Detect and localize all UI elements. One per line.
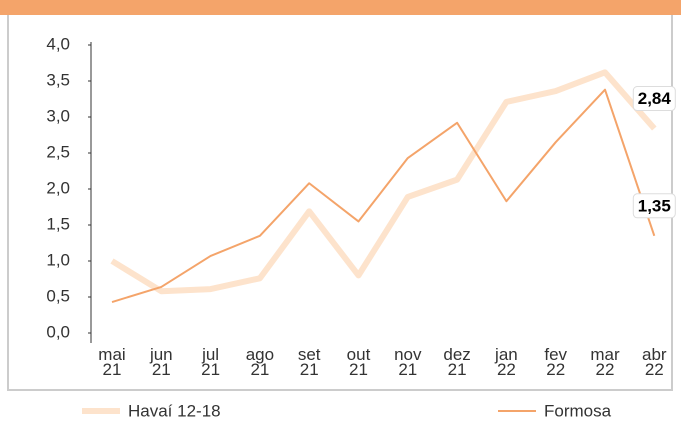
data-label-box: [632, 193, 676, 219]
y-tick-label: 0,0: [46, 322, 70, 341]
x-tick-label: nov 21: [394, 345, 422, 379]
y-tick-label: 4,0: [46, 34, 70, 53]
y-tick-label: 0,5: [46, 286, 70, 305]
x-tick-label: out 21: [347, 345, 371, 379]
x-tick-label: mar 22: [590, 345, 620, 379]
y-tick-label: 3,0: [46, 106, 70, 125]
legend-label: Formosa: [544, 401, 612, 420]
y-tick-label: 1,5: [46, 214, 70, 233]
series-line: [111, 88, 656, 303]
series-line: [110, 69, 657, 295]
x-tick-label: ago 21: [246, 345, 274, 379]
data-label: 1,35: [638, 196, 671, 215]
x-tick-label: set 21: [298, 345, 321, 379]
legend-label: Havaí 12-18: [128, 401, 221, 420]
y-tick-label: 2,0: [46, 178, 70, 197]
y-tick-label: 1,0: [46, 250, 70, 269]
x-tick-label: abr 22: [642, 345, 667, 379]
x-tick-label: jul 21: [201, 345, 220, 379]
x-tick-label: fev 22: [544, 345, 567, 379]
x-tick-label: dez 21: [443, 345, 470, 379]
y-tick-label: 3,5: [46, 70, 70, 89]
data-label-box: [632, 86, 676, 112]
y-tick-label: 2,5: [46, 142, 70, 161]
x-tick-label: mai 21: [98, 345, 125, 379]
x-tick-label: jan 22: [494, 345, 518, 379]
x-tick-label: jun 21: [149, 345, 173, 379]
frame: [7, 15, 673, 391]
data-label: 2,84: [638, 89, 672, 108]
top-bar: [0, 0, 681, 15]
